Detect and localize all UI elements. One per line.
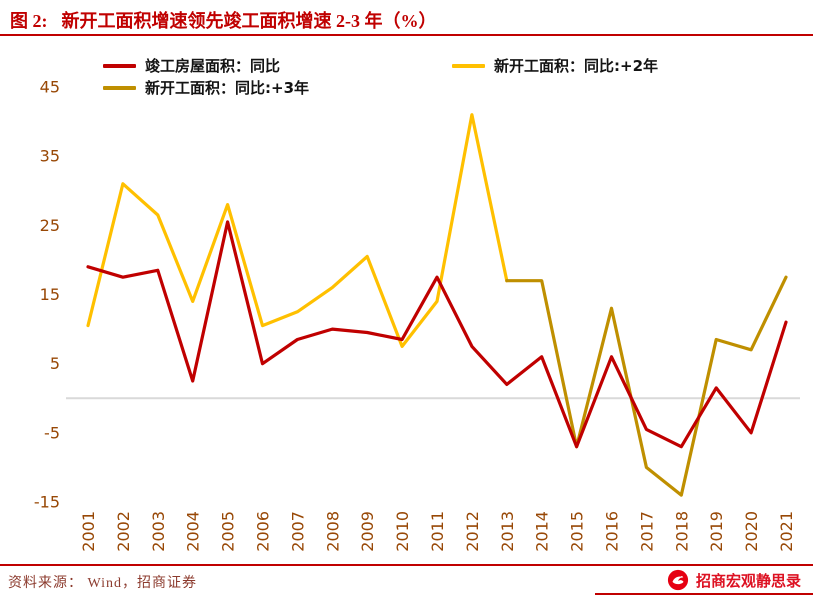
series-line-0 bbox=[86, 220, 788, 449]
x-tick-label: 2009 bbox=[358, 511, 377, 552]
x-tick-label: 2008 bbox=[323, 511, 342, 552]
cms-macro-logo-icon bbox=[667, 569, 689, 591]
legend-label: 新开工面积：同比:+3年 bbox=[145, 79, 310, 97]
legend-item-newstart-plus3y: 新开工面积：同比:+3年 bbox=[103, 77, 309, 98]
x-tick-label: 2017 bbox=[637, 511, 656, 552]
x-tick-label: 2010 bbox=[393, 511, 412, 552]
legend-item-newstart-plus2y: 新开工面积：同比:+2年 bbox=[452, 55, 658, 76]
x-tick-label: 2006 bbox=[254, 511, 273, 552]
y-tick-label: -15 bbox=[34, 493, 60, 512]
x-tick-label: 2013 bbox=[498, 511, 517, 552]
legend-label: 新开工面积：同比:+2年 bbox=[494, 57, 659, 75]
x-tick-label: 2005 bbox=[219, 511, 238, 552]
series-line-1 bbox=[86, 113, 509, 348]
legend-line-red-icon bbox=[103, 63, 136, 68]
legend-line-olive-icon bbox=[103, 85, 136, 90]
x-tick-label: 2016 bbox=[603, 511, 622, 552]
x-tick-label: 2002 bbox=[114, 511, 133, 552]
y-tick-label: 25 bbox=[40, 216, 60, 235]
brand-underline bbox=[595, 593, 813, 595]
x-tick-label: 2001 bbox=[79, 511, 98, 552]
x-tick-label: 2014 bbox=[533, 511, 552, 552]
x-tick-label: 2007 bbox=[288, 511, 307, 552]
figure-heading: 新开工面积增速领先竣工面积增速 2-3 年（%） bbox=[61, 11, 437, 31]
x-tick-label: 2004 bbox=[184, 511, 203, 552]
x-tick-label: 2015 bbox=[568, 511, 587, 552]
brand-name: 招商宏观静思录 bbox=[695, 573, 801, 590]
y-tick-label: -5 bbox=[44, 423, 60, 442]
x-tick-label: 2020 bbox=[742, 511, 761, 552]
series-line-2 bbox=[505, 275, 788, 497]
y-tick-label: 5 bbox=[50, 354, 60, 373]
x-tick-label: 2011 bbox=[428, 511, 447, 552]
legend-item-completed-yoy: 竣工房屋面积：同比 bbox=[103, 55, 280, 76]
x-tick-label: 2012 bbox=[463, 511, 482, 552]
figure-number-label: 图 2: bbox=[10, 11, 48, 31]
x-tick-label: 2021 bbox=[777, 511, 796, 552]
brand-badge: 招商宏观静思录 bbox=[667, 569, 801, 591]
legend-line-yellow-icon bbox=[452, 63, 485, 68]
y-tick-label: 45 bbox=[40, 78, 60, 97]
figure-title: 图 2: 新开工面积增速领先竣工面积增速 2-3 年（%） bbox=[10, 7, 437, 33]
x-tick-label: 2018 bbox=[672, 511, 691, 552]
title-divider bbox=[0, 34, 813, 36]
data-source-note: 资料来源： Wind，招商证券 bbox=[8, 576, 198, 591]
line-chart: 45 35 25 15 5 -5 -15 2001 2002 2003 2004 2005 2006 20… bbox=[34, 78, 800, 552]
x-tick-label: 2003 bbox=[149, 511, 168, 552]
y-tick-label: 35 bbox=[40, 147, 60, 166]
x-tick-label: 2019 bbox=[707, 511, 726, 552]
legend-label: 竣工房屋面积：同比 bbox=[145, 57, 281, 75]
footer-divider bbox=[0, 564, 813, 566]
y-tick-label: 15 bbox=[40, 285, 60, 304]
